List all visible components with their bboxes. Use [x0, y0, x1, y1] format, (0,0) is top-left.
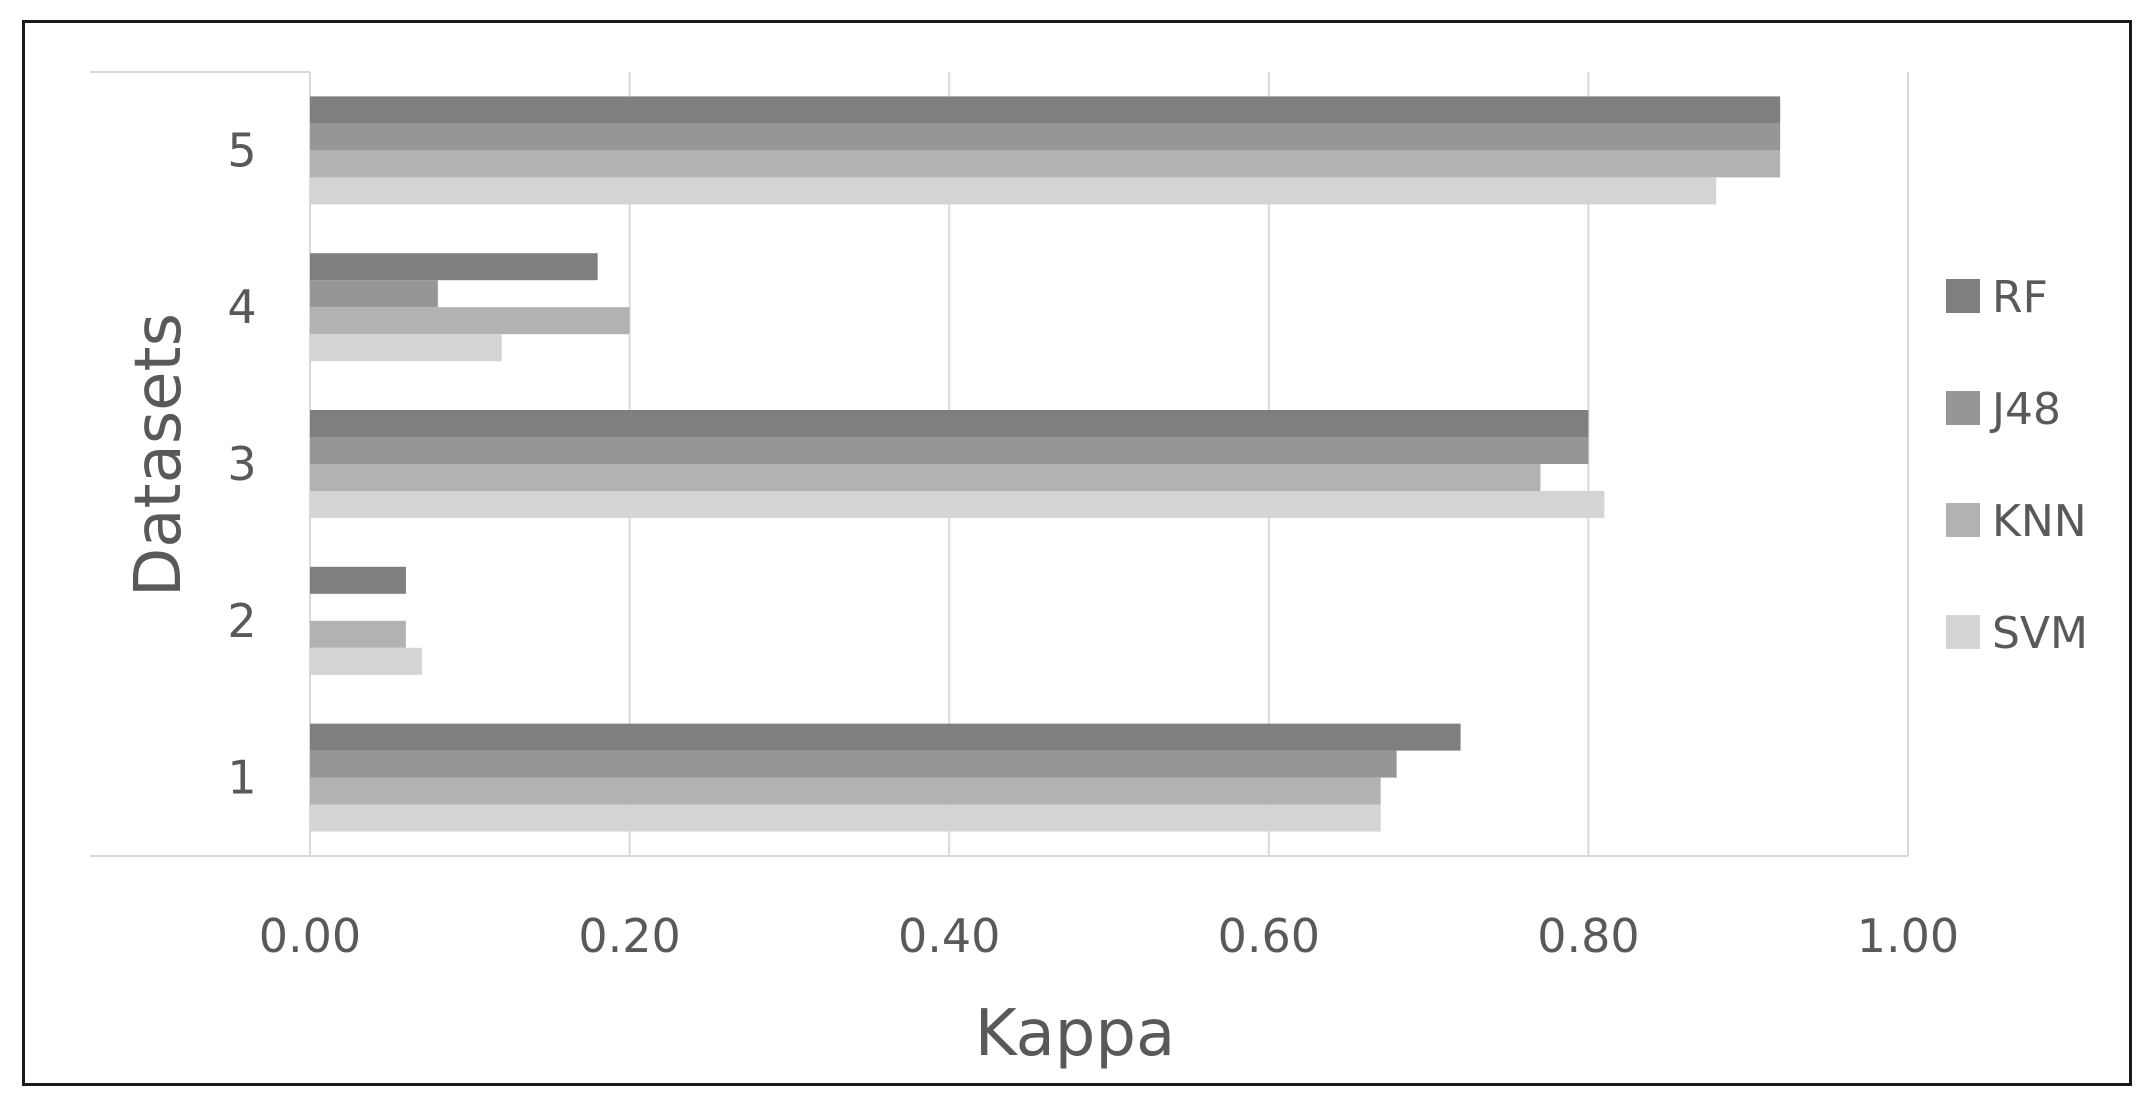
y-tick-label: 4 — [227, 280, 256, 334]
bar-knn-dataset-4 — [310, 307, 630, 335]
y-tick-labels: 1 2 3 4 5 — [227, 123, 256, 804]
bar-rf-dataset-2 — [310, 566, 406, 594]
legend-swatch-j48 — [1946, 391, 1980, 425]
x-axis-title: Kappa — [975, 997, 1176, 1071]
bar-rf-dataset-4 — [310, 253, 598, 281]
y-tick-label: 3 — [227, 437, 256, 491]
axis-lines — [90, 71, 1908, 857]
y-axis-title: Datasets — [122, 313, 196, 597]
bar-svm-dataset-5 — [310, 177, 1717, 205]
legend-swatch-knn — [1946, 503, 1980, 537]
legend-swatch-rf — [1946, 279, 1980, 313]
bar-knn-dataset-1 — [310, 777, 1381, 805]
bar-svm-dataset-4 — [310, 334, 502, 362]
x-tick-label: 0.20 — [578, 909, 680, 963]
x-tick-label: 0.40 — [898, 909, 1000, 963]
y-tick-label: 5 — [227, 123, 256, 177]
bar-rf-dataset-3 — [310, 410, 1589, 437]
legend-label-rf: RF — [1992, 272, 2048, 323]
x-tick-label: 0.00 — [259, 909, 361, 963]
bar-knn-dataset-5 — [310, 150, 1781, 178]
bar-svm-dataset-3 — [310, 491, 1605, 518]
bar-rf-dataset-5 — [310, 96, 1781, 124]
bar-svm-dataset-2 — [310, 647, 422, 675]
bar-j48-dataset-5 — [310, 123, 1781, 151]
x-tick-label: 0.80 — [1537, 909, 1639, 963]
y-tick-label: 2 — [227, 594, 256, 648]
x-tick-labels: 0.00 0.20 0.40 0.60 0.80 1.00 — [259, 909, 1959, 963]
legend-swatch-svm — [1946, 615, 1980, 649]
legend-label-knn: KNN — [1992, 496, 2087, 547]
bar-j48-dataset-1 — [310, 750, 1397, 778]
legend-label-svm: SVM — [1992, 608, 2088, 659]
bar-svm-dataset-1 — [310, 804, 1381, 832]
x-tick-label: 1.00 — [1857, 909, 1959, 963]
bars — [310, 96, 1781, 832]
bar-j48-dataset-4 — [310, 280, 438, 308]
x-tick-label: 0.60 — [1218, 909, 1320, 963]
legend: RF J48 KNN SVM — [1946, 272, 2088, 659]
bar-knn-dataset-2 — [310, 620, 406, 648]
y-tick-label: 1 — [227, 751, 256, 805]
bar-rf-dataset-1 — [310, 723, 1461, 751]
bar-knn-dataset-3 — [310, 464, 1541, 491]
bar-j48-dataset-3 — [310, 437, 1589, 464]
legend-label-j48: J48 — [1989, 384, 2061, 435]
